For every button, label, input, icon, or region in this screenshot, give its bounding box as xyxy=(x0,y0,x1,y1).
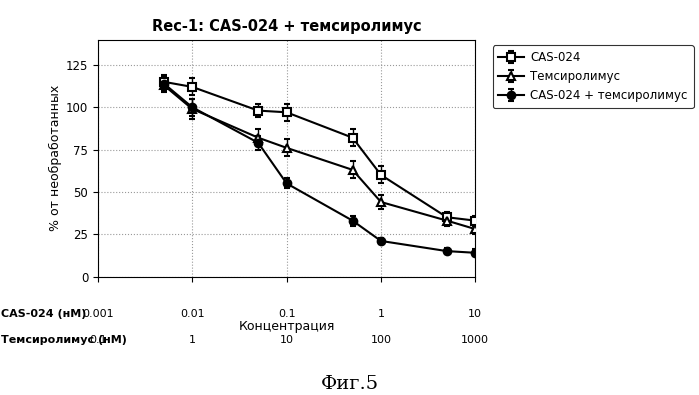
Text: 100: 100 xyxy=(370,335,391,345)
Y-axis label: % от необработанных: % от необработанных xyxy=(48,85,62,231)
Text: 10: 10 xyxy=(468,309,482,319)
Legend: CAS-024, Темсиролимус, CAS-024 + темсиролимус: CAS-024, Темсиролимус, CAS-024 + темсиро… xyxy=(493,45,693,108)
Text: Концентрация: Концентрация xyxy=(238,320,335,333)
Text: 1000: 1000 xyxy=(461,335,489,345)
Text: CAS-024 (нМ): CAS-024 (нМ) xyxy=(1,309,86,319)
Title: Rec-1: CAS-024 + темсиролимус: Rec-1: CAS-024 + темсиролимус xyxy=(152,19,421,34)
Text: Фиг.5: Фиг.5 xyxy=(320,375,379,393)
Text: 10: 10 xyxy=(280,335,294,345)
Text: 0.1: 0.1 xyxy=(278,309,296,319)
Text: 1: 1 xyxy=(189,335,196,345)
Text: 1: 1 xyxy=(377,309,384,319)
Text: 0.001: 0.001 xyxy=(82,309,114,319)
Text: Темсиролимус (нМ): Темсиролимус (нМ) xyxy=(1,335,127,345)
Text: 0.01: 0.01 xyxy=(180,309,205,319)
Text: 0.1: 0.1 xyxy=(89,335,107,345)
